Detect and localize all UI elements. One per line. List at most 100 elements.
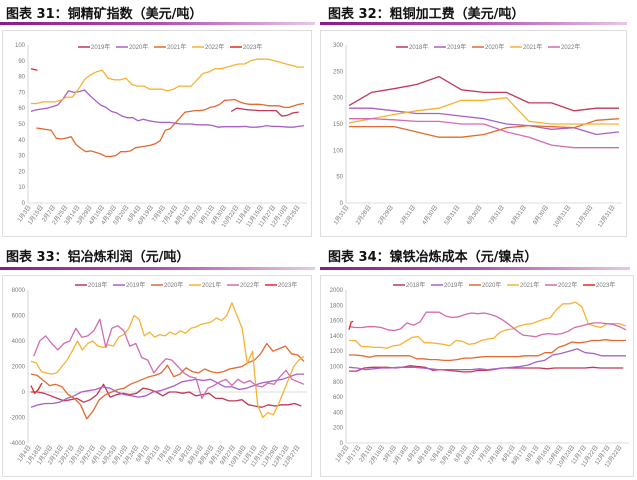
legend-label: 2020年 [485, 43, 504, 51]
y-tick-label: 4000 [12, 339, 26, 345]
title-underline [320, 22, 627, 25]
y-tick-label: 50 [336, 175, 343, 181]
legend-label: 2018年 [406, 281, 425, 289]
y-tick-label: -2000 [10, 416, 26, 422]
chart-31-svg: 01020304050607080901001月3日1月15日2月7日2月25日… [15, 43, 307, 229]
y-tick-label: 6000 [12, 314, 26, 320]
legend-label: 2023年 [278, 281, 297, 289]
y-tick-label: 30 [18, 154, 25, 160]
chart-31-title: 图表 31：铜精矿指数（美元/吨） [6, 7, 203, 22]
y-tick-label: 0 [22, 201, 26, 207]
title-underline [320, 267, 630, 270]
series-line-2020年 [349, 339, 626, 362]
x-tick-label: 4月30日 [421, 204, 439, 226]
series-line-2021年 [30, 302, 305, 419]
legend-label: 2020年 [129, 43, 148, 51]
legend-label: 2021年 [520, 281, 539, 289]
series-line-2022年 [33, 318, 305, 400]
series-line-2021年 [36, 98, 305, 158]
chart-31: 0 10 20 30 40 50 60 70 80 90 100 1月3日 1月15日 2月7日 2月25日… [2, 30, 312, 237]
y-tick-label: -4000 [10, 441, 26, 447]
x-tick-label: 5月31日 [443, 204, 461, 226]
y-tick-label: 2000 [330, 288, 344, 294]
series-line-2021年 [349, 301, 627, 349]
chart-32-svg: 0 50 100 150 200 250 300 1月31日 2月28日 2月29日 3月31日 4月… [332, 43, 622, 229]
y-tick-label: 2000 [12, 365, 26, 371]
y-tick-label: 80 [18, 75, 25, 81]
y-tick-label: 600 [333, 395, 344, 401]
x-tick-label: 11月30日 [574, 204, 594, 228]
chart-32: 0 50 100 150 200 250 300 1月31日 2月28日 2月29日 3月31日 4月… [320, 30, 627, 237]
chart-34-title: 图表 34：镍铁冶炼成本（元/镍点） [328, 250, 538, 265]
legend-label: 2020年 [164, 281, 183, 289]
series-line-2018年 [31, 383, 302, 408]
x-tick-label: 7月31日 [487, 204, 505, 226]
series-line-2018年 [349, 365, 624, 373]
x-tick-label: 6月30日 [465, 204, 483, 226]
series-line-2019年 [230, 107, 299, 117]
series-line-2023年 [30, 68, 38, 71]
legend-label: 2019年 [91, 43, 110, 51]
series-line-2019年 [30, 373, 304, 408]
legend-label: 2022年 [561, 43, 580, 51]
x-tick-label: 9月30日 [532, 204, 550, 226]
y-tick-label: 250 [333, 69, 344, 75]
y-tick-label: 60 [18, 106, 25, 112]
legend-label: 2018年 [409, 43, 428, 51]
y-tick-label: 10 [18, 185, 25, 191]
y-tick-label: 400 [333, 410, 344, 416]
legend-label: 2023年 [596, 281, 615, 289]
legend-label: 2018年 [88, 281, 107, 289]
y-tick-label: 1200 [330, 349, 344, 355]
y-tick-label: 90 [18, 59, 25, 65]
chart-33-svg: -4000-2000020004000600080001月4日1月18日1月30… [10, 281, 307, 469]
legend-label: 2021年 [523, 43, 542, 51]
x-tick-label: 10月31日 [552, 204, 572, 229]
series-line-2022年 [349, 118, 619, 149]
legend-label: 2022年 [558, 281, 577, 289]
y-tick-label: 100 [15, 43, 26, 49]
series-line-2020年 [30, 342, 305, 420]
chart-34: 0 200 400 600 800 1000 1200 1400 1600 1800 2000 1月2… [320, 275, 634, 477]
y-tick-label: 0 [340, 441, 344, 447]
series-line-2020年 [30, 89, 305, 128]
series-line-2023年 [30, 382, 43, 394]
series-line-2020年 [349, 118, 620, 138]
legend-label: 2021年 [167, 43, 186, 51]
y-tick-label: 0 [22, 390, 26, 396]
y-tick-label: 200 [333, 96, 344, 102]
legend-label: 2022年 [205, 43, 224, 51]
legend-label: 2020年 [482, 281, 501, 289]
series-line-2022年 [348, 311, 627, 338]
legend-label: 2019年 [447, 43, 466, 51]
legend-label: 2021年 [202, 281, 221, 289]
series-line-2019年 [348, 348, 626, 371]
chart-34-svg: 02004006008001000120014001600180020001月2… [330, 281, 629, 469]
y-tick-label: 1600 [330, 319, 344, 325]
series-line-2022年 [31, 58, 304, 105]
y-tick-label: 200 [333, 426, 344, 432]
series-line-2023年 [348, 320, 354, 330]
y-tick-label: 1400 [330, 334, 344, 340]
y-tick-label: 0 [340, 201, 344, 207]
legend-label: 2019年 [126, 281, 145, 289]
y-tick-label: 70 [18, 90, 25, 96]
chart-33: -4000 -2000 0 2000 4000 6000 8000 1月4日 1月18日 1月30… [2, 275, 312, 477]
title-underline [0, 22, 315, 25]
legend-label: 2019年 [444, 281, 463, 289]
series-line-2021年 [348, 97, 619, 125]
x-tick-label: 2月28日 [354, 204, 372, 226]
y-tick-label: 100 [333, 148, 344, 154]
series-line-2019年 [349, 107, 620, 136]
y-tick-label: 150 [333, 122, 344, 128]
legend-label: 2023年 [243, 43, 262, 51]
y-tick-label: 300 [333, 43, 344, 49]
x-tick-label: 2月29日 [377, 204, 395, 226]
y-tick-label: 50 [18, 122, 25, 128]
y-tick-label: 1000 [330, 365, 344, 371]
legend-label: 2022年 [240, 281, 259, 289]
x-tick-label: 1月31日 [332, 204, 350, 226]
y-tick-label: 20 [18, 169, 25, 175]
chart-32-title: 图表 32：粗铜加工费（美元/吨） [328, 7, 525, 22]
x-tick-label: 3月31日 [399, 204, 417, 226]
